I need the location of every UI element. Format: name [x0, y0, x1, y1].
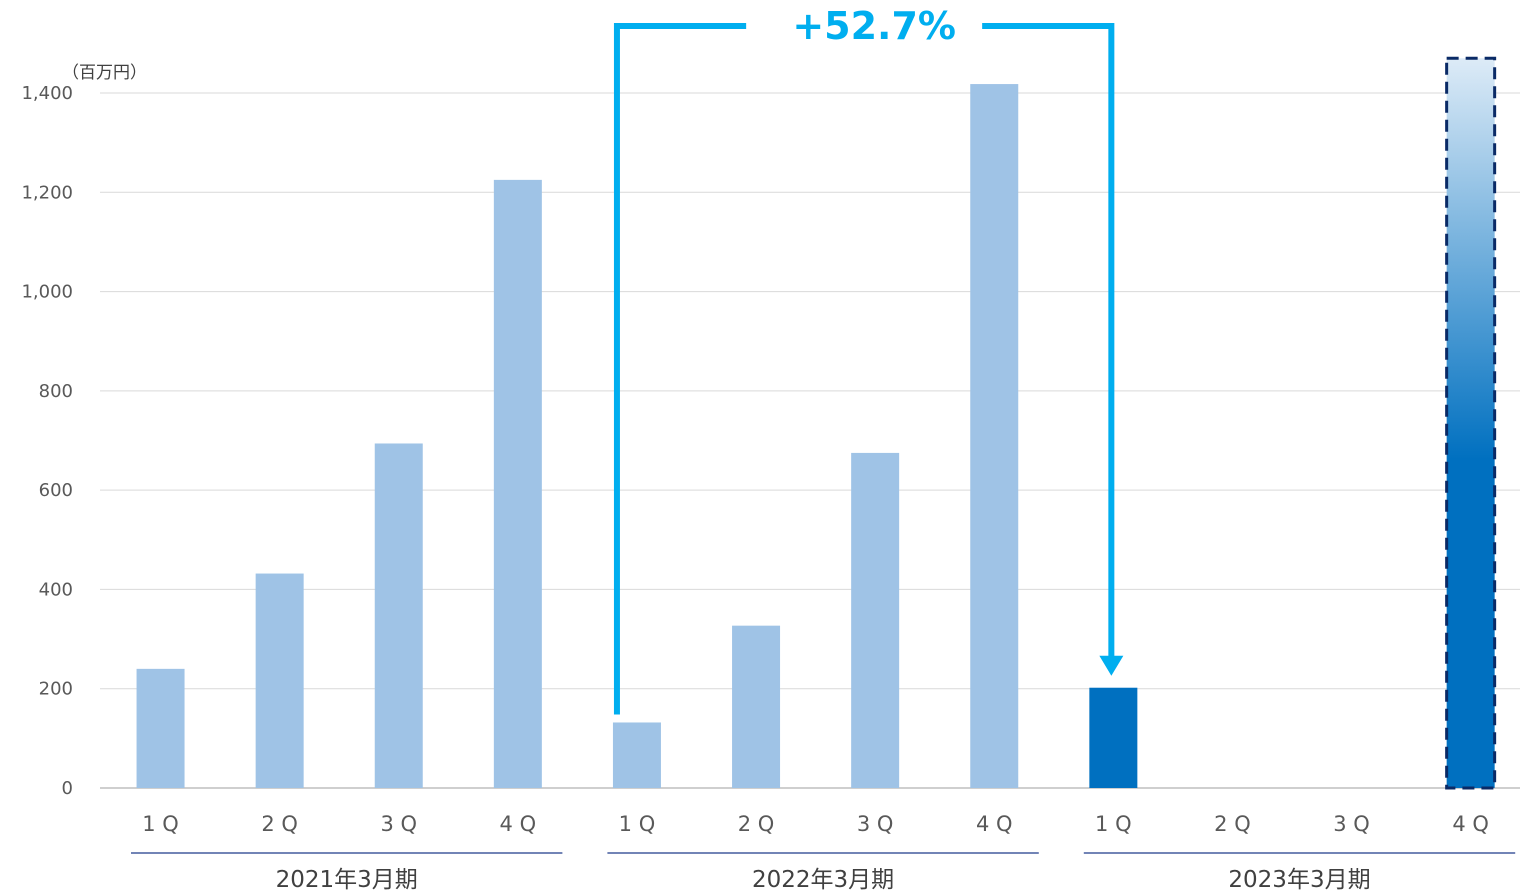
- y-tick-label: 1,200: [21, 182, 73, 203]
- bar: [374, 443, 423, 788]
- y-tick-label: 1,400: [21, 83, 73, 104]
- bar: [612, 722, 661, 788]
- y-axis-unit-label: （百万円）: [62, 63, 147, 83]
- y-tick-label: 400: [39, 579, 73, 600]
- x-category-label: 3 Q: [857, 812, 894, 836]
- growth-bracket-right: [982, 23, 1115, 660]
- growth-arrowhead: [1099, 655, 1124, 676]
- growth-bracket-left: [613, 23, 747, 715]
- x-category-label: 1 Q: [1095, 812, 1132, 836]
- bar: [732, 625, 781, 788]
- y-tick-label: 0: [62, 778, 73, 799]
- bar: [851, 452, 900, 788]
- gridlines: [100, 92, 1520, 789]
- bars: [136, 56, 1497, 790]
- y-axis-ticks: 0 200 400 600 800 1,000 1,200 1,400: [21, 83, 73, 799]
- bar-forecast: [1445, 56, 1497, 790]
- y-tick-label: 200: [39, 679, 73, 700]
- fiscal-year-label: 2023年3月期: [1228, 867, 1370, 893]
- x-axis-category-labels: 1 Q 2 Q 3 Q 4 Q 1 Q 2 Q 3 Q 4 Q 1 Q 2 Q 3 Q 4 Q: [142, 812, 1489, 836]
- bar: [970, 84, 1019, 789]
- x-category-label: 1 Q: [142, 812, 179, 836]
- x-category-label: 1 Q: [619, 812, 656, 836]
- x-category-label: 4 Q: [500, 812, 537, 836]
- x-category-label: 4 Q: [976, 812, 1013, 836]
- growth-annotation: +52.7%: [613, 4, 1124, 715]
- fiscal-year-label: 2022年3月期: [752, 867, 894, 893]
- bar: [136, 668, 185, 788]
- x-category-label: 3 Q: [380, 812, 417, 836]
- bar-current: [1089, 687, 1138, 788]
- x-category-label: 2 Q: [738, 812, 775, 836]
- fiscal-year-label: 2021年3月期: [276, 867, 418, 893]
- x-category-label: 2 Q: [1214, 812, 1251, 836]
- growth-rate-label: +52.7%: [792, 4, 956, 48]
- x-category-label: 2 Q: [261, 812, 298, 836]
- x-category-label: 3 Q: [1333, 812, 1370, 836]
- y-tick-label: 600: [39, 480, 73, 501]
- x-axis-group-labels: 2021年3月期 2022年3月期 2023年3月期: [131, 852, 1516, 893]
- bar: [255, 573, 304, 788]
- y-tick-label: 800: [39, 381, 73, 402]
- bar: [493, 179, 542, 788]
- x-category-label: 4 Q: [1452, 812, 1489, 836]
- y-tick-label: 1,000: [21, 282, 73, 303]
